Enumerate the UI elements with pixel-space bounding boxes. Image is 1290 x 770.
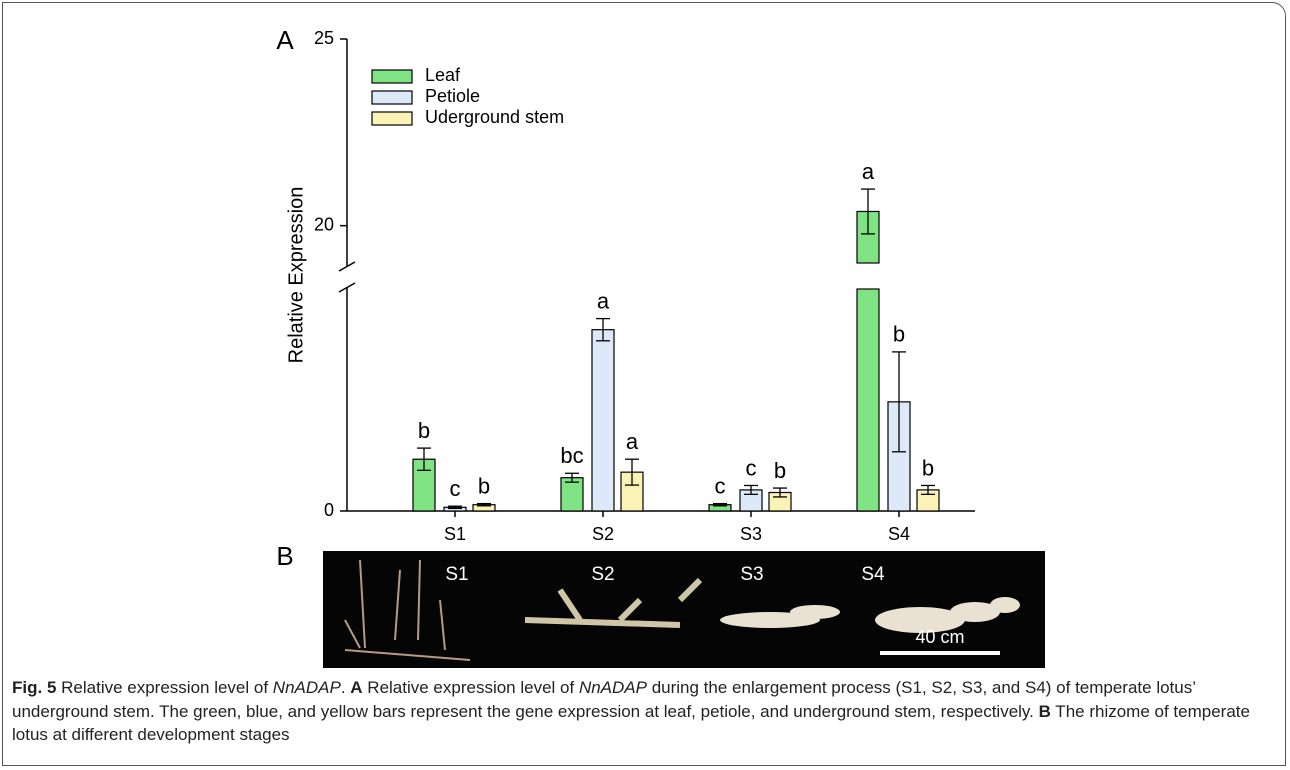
legend-label: Leaf bbox=[425, 65, 461, 85]
x-tick-label: S4 bbox=[888, 524, 910, 544]
caption-run: Relative expression level of bbox=[56, 678, 272, 697]
caption-run: B bbox=[1039, 702, 1051, 721]
significance-letter: b bbox=[893, 322, 905, 347]
significance-letter: b bbox=[418, 418, 430, 443]
legend-label: Uderground stem bbox=[425, 107, 564, 127]
photo-label: S2 bbox=[591, 564, 614, 585]
caption: Fig. 5 Relative expression level of NnAD… bbox=[12, 676, 1272, 747]
legend-swatch bbox=[372, 112, 412, 125]
y-tick-label: 0 bbox=[324, 500, 334, 520]
caption-run: A bbox=[350, 678, 362, 697]
caption-run: NnADAP bbox=[273, 678, 341, 697]
panel-label: A bbox=[276, 25, 294, 55]
caption-run: . bbox=[341, 678, 350, 697]
page: A B Relative Expression 40 cm 02025S1bcb… bbox=[0, 0, 1290, 770]
significance-letter: a bbox=[862, 159, 875, 184]
photo-label: S4 bbox=[861, 564, 885, 585]
significance-letter: c bbox=[715, 473, 726, 498]
bar bbox=[592, 330, 614, 511]
panel-label: B bbox=[276, 541, 293, 571]
caption-run: NnADAP bbox=[579, 678, 647, 697]
photo bbox=[323, 551, 1045, 668]
legend-swatch bbox=[372, 91, 412, 104]
significance-letter: c bbox=[746, 455, 757, 480]
significance-letter: c bbox=[450, 476, 461, 501]
significance-letter: b bbox=[478, 473, 490, 498]
legend-swatch bbox=[372, 70, 412, 83]
y-axis-title: Relative Expression bbox=[285, 187, 307, 364]
legend-label: Petiole bbox=[425, 86, 480, 106]
significance-letter: a bbox=[597, 288, 610, 313]
caption-run: Fig. 5 bbox=[12, 678, 56, 697]
significance-letter: b bbox=[922, 455, 934, 480]
significance-letter: b bbox=[774, 458, 786, 483]
y-tick-label: 25 bbox=[314, 28, 334, 48]
significance-letter: bc bbox=[560, 443, 583, 468]
caption-run: Relative expression level of bbox=[363, 678, 579, 697]
bar bbox=[857, 289, 879, 511]
x-tick-label: S1 bbox=[444, 524, 466, 544]
x-tick-label: S3 bbox=[740, 524, 762, 544]
scale-bar-label: 40 cm bbox=[915, 627, 964, 647]
photo-label: S1 bbox=[445, 564, 468, 585]
x-tick-label: S2 bbox=[592, 524, 614, 544]
y-tick-label: 20 bbox=[314, 214, 334, 234]
significance-letter: a bbox=[626, 429, 639, 454]
photo-label: S3 bbox=[740, 564, 763, 585]
